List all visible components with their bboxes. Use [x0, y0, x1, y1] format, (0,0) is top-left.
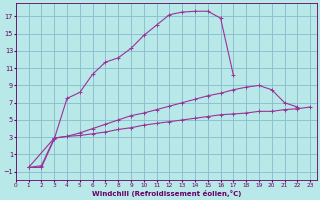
X-axis label: Windchill (Refroidissement éolien,°C): Windchill (Refroidissement éolien,°C) — [92, 190, 241, 197]
